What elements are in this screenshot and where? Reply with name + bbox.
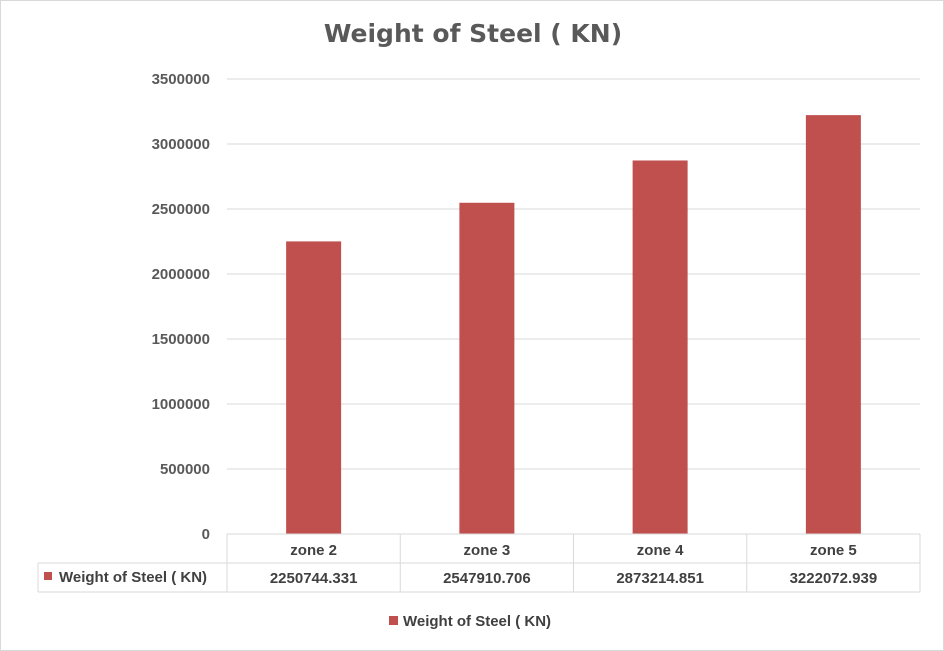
bar [459,202,515,534]
y-tick-label: 2500000 [152,201,210,218]
y-tick-label: 3500000 [152,71,210,88]
x-category-label: zone 2 [290,542,337,559]
y-tick-label: 500000 [160,461,210,478]
data-table-value: 3222072.939 [790,570,878,587]
legend-label: Weight of Steel ( KN) [403,613,551,630]
legend-swatch [389,616,398,625]
x-category-label: zone 4 [637,542,684,559]
bar [286,241,342,534]
x-category-label: zone 5 [810,542,857,559]
y-tick-label: 1000000 [152,396,210,413]
y-tick-label: 2000000 [152,266,210,283]
bar [805,115,861,534]
y-tick-label: 0 [202,526,210,543]
series-key-label: Weight of Steel ( KN) [59,569,207,586]
data-table-value: 2250744.331 [270,570,358,587]
data-table-value: 2547910.706 [443,570,531,587]
bar [632,160,688,535]
y-tick-label: 3000000 [152,136,210,153]
y-tick-label: 1500000 [152,331,210,348]
chart-title: Weight of Steel ( KN) [323,19,623,48]
x-category-label: zone 3 [464,542,511,559]
data-table-value: 2873214.851 [616,570,704,587]
series-key-swatch [44,572,52,580]
